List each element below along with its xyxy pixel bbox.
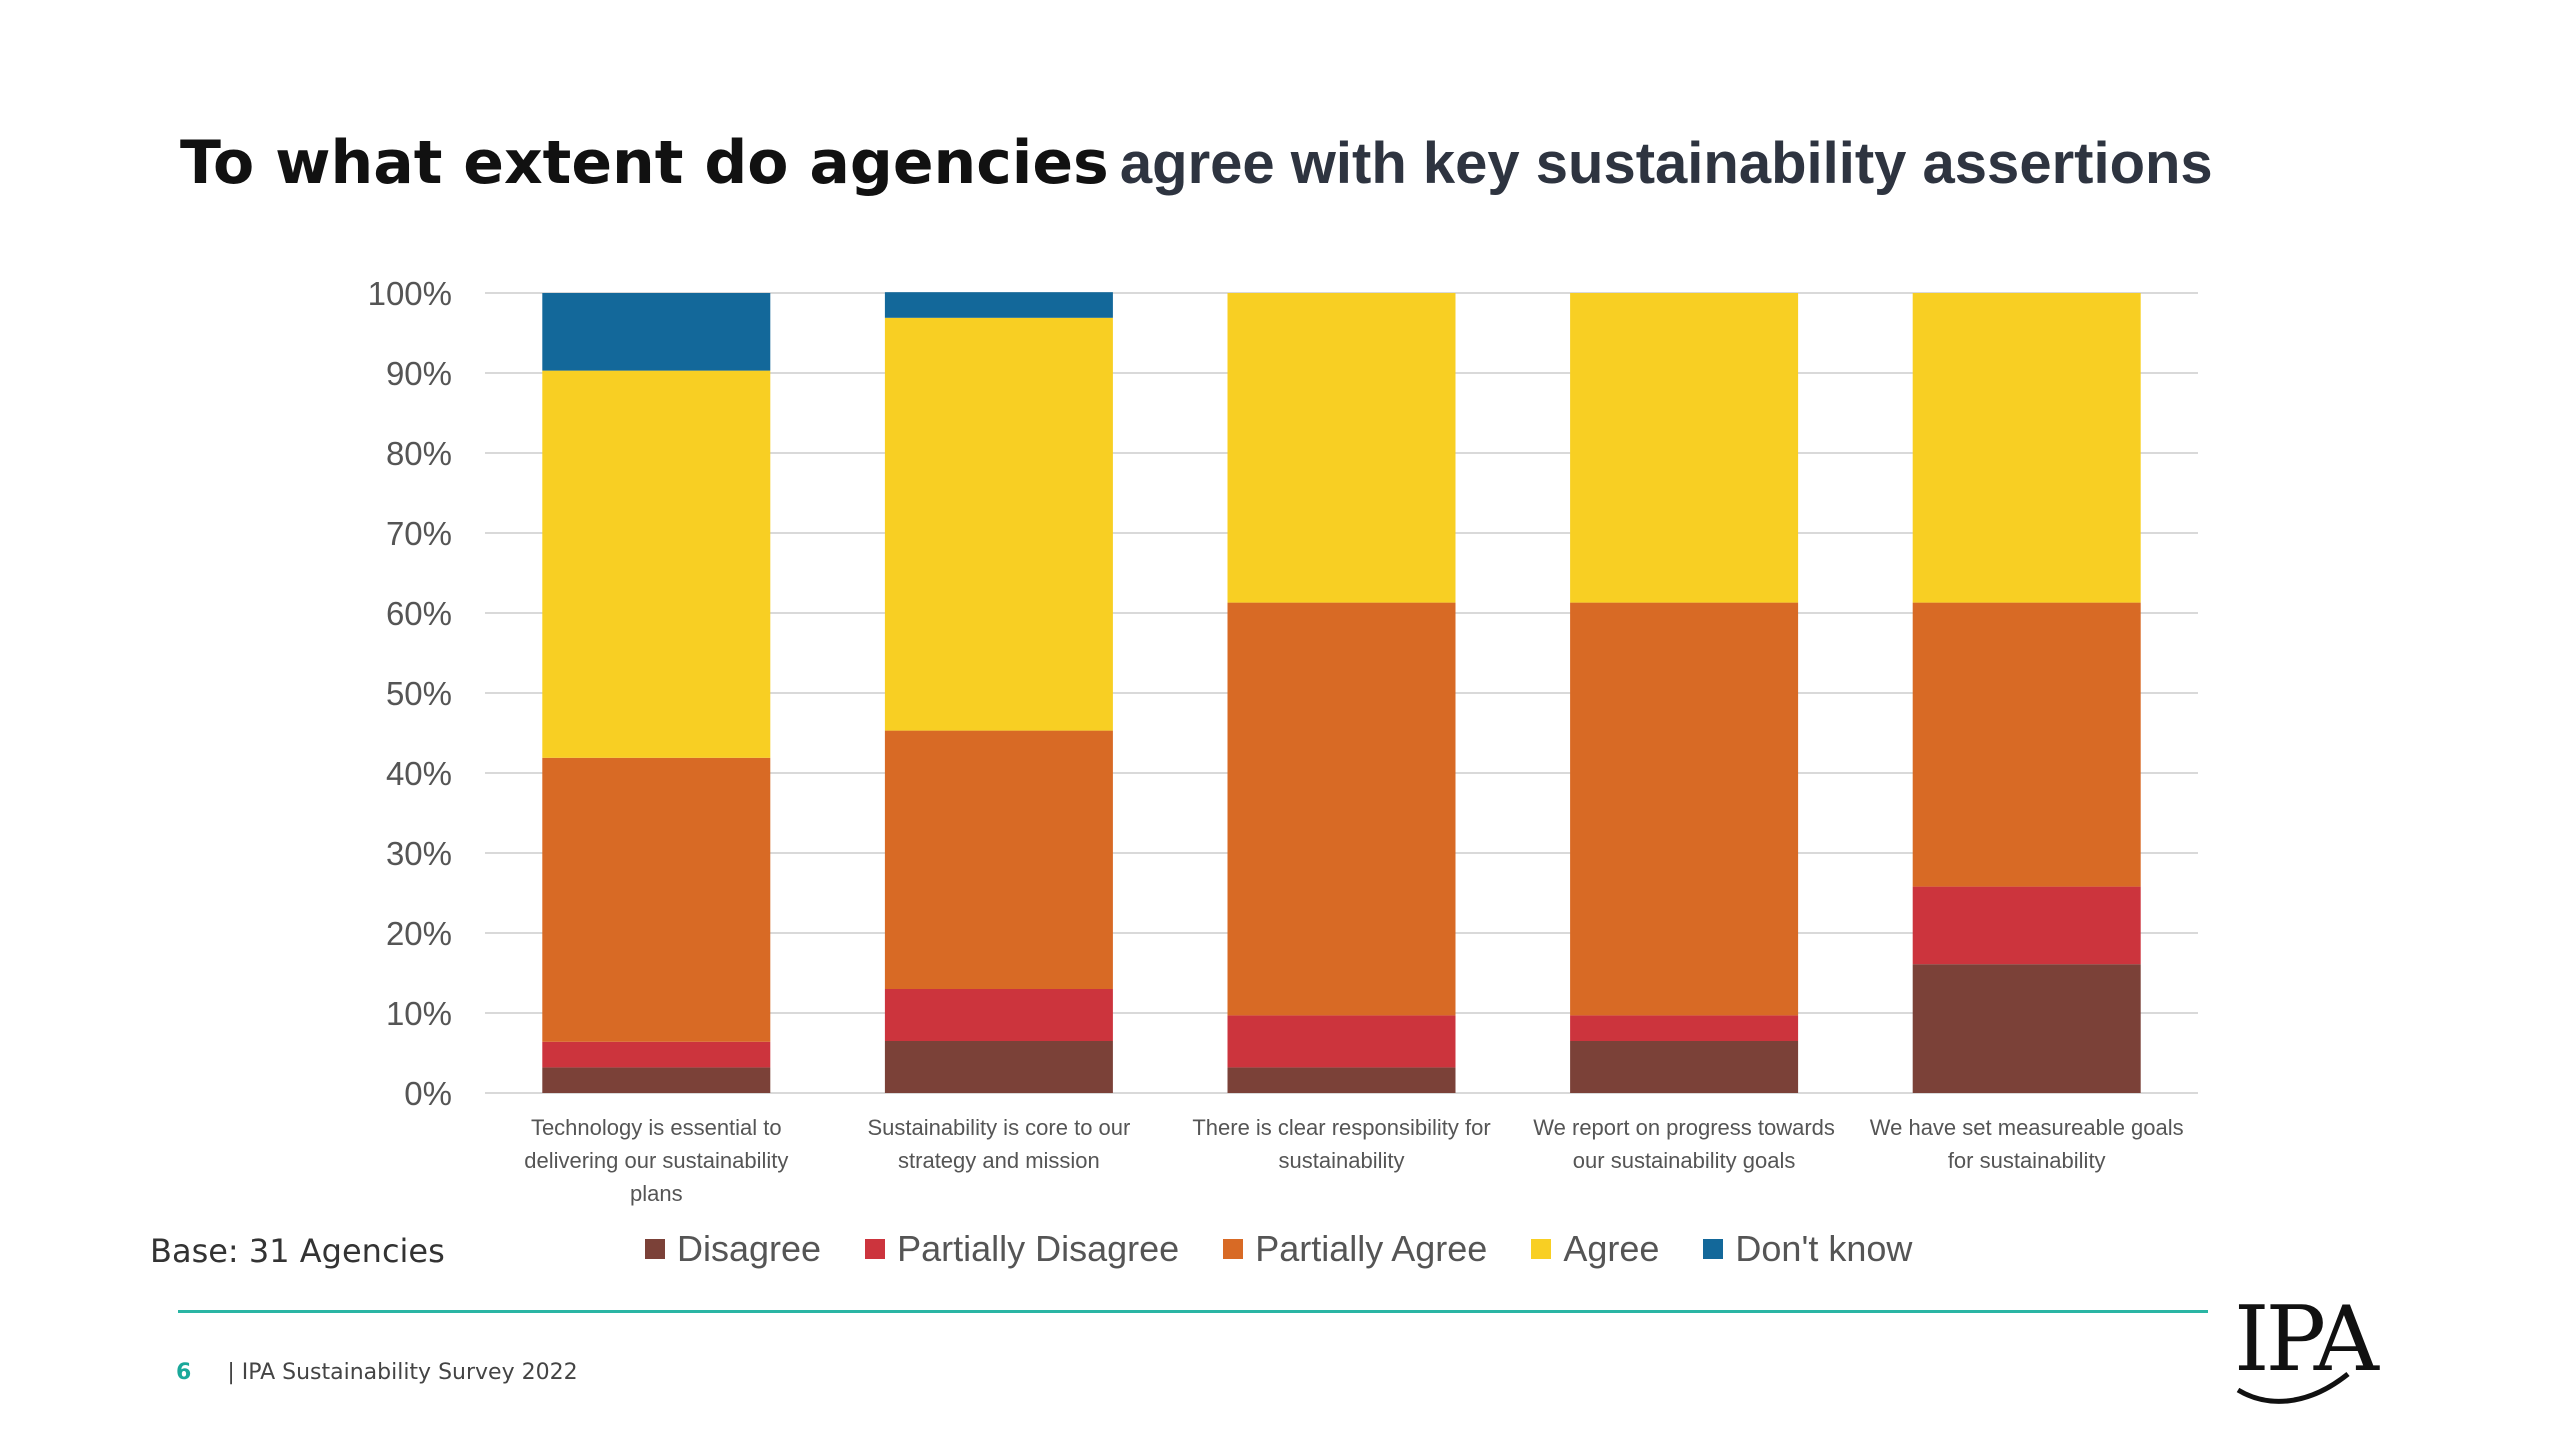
title-bold-part: To what extent do agencies [180, 128, 1109, 198]
legend-label: Partially Disagree [897, 1228, 1180, 1269]
legend-label: Disagree [677, 1228, 822, 1269]
bar-segment-don-t-know [542, 293, 771, 371]
bar-segment-agree [1912, 293, 2141, 603]
x-category-label: Sustainability is core to our strategy an… [867, 1115, 1130, 1173]
bar-segment-don-t-know [884, 292, 1113, 318]
legend-label: Agree [1563, 1228, 1660, 1269]
y-tick-label: 30% [386, 835, 452, 872]
footer-text: | IPA Sustainability Survey 2022 [227, 1360, 578, 1385]
bar-segment-disagree [542, 1067, 771, 1093]
bar-segment-disagree [1912, 964, 2141, 1093]
bars [542, 292, 2141, 1093]
bar-segment-partially-disagree [1227, 1015, 1456, 1068]
bar-segment-partially-agree [1227, 602, 1456, 1016]
y-tick-label: 100% [368, 275, 452, 312]
y-tick-label: 10% [386, 995, 452, 1032]
legend-item: Don't know [1703, 1228, 1912, 1270]
legend-label: Don't know [1735, 1228, 1913, 1269]
bar-segment-agree [1227, 293, 1456, 603]
x-category-label: We report on progress towards our sustain… [1533, 1115, 1835, 1173]
bar-segment-partially-agree [542, 757, 771, 1042]
y-tick-label: 0% [404, 1075, 452, 1112]
x-axis-categories: Technology is essential to delivering our… [524, 1115, 2183, 1206]
legend-swatch [1223, 1239, 1244, 1259]
legend-swatch [1703, 1239, 1724, 1259]
bar-segment-disagree [884, 1041, 1113, 1093]
bar-segment-partially-agree [1570, 602, 1799, 1016]
bar-segment-agree [542, 370, 771, 758]
bar-segment-agree [884, 317, 1113, 731]
footer: 6 | IPA Sustainability Survey 2022 [176, 1360, 578, 1385]
bar-segment-partially-disagree [542, 1041, 771, 1068]
bar-segment-partially-agree [1912, 602, 2141, 887]
base-note: Base: 31 Agencies [150, 1232, 445, 1270]
bar-segment-partially-disagree [1570, 1015, 1799, 1041]
y-axis-ticks: 0% 10% 20% 30% 40% 50% 60% 70% 80% 90% 100% [368, 275, 452, 1112]
legend-swatch [865, 1239, 886, 1259]
legend-label: Partially Agree [1255, 1228, 1488, 1269]
bar-segment-agree [1570, 293, 1799, 603]
legend-swatch [1531, 1239, 1552, 1259]
bar-segment-disagree [1227, 1067, 1456, 1093]
y-tick-label: 80% [386, 435, 452, 472]
legend-item: Agree [1531, 1228, 1659, 1270]
bar-segment-disagree [1570, 1041, 1799, 1093]
ipa-logo: IPA [2234, 1290, 2384, 1404]
x-category-label: There is clear responsibility for sustain… [1192, 1115, 1490, 1173]
title-rest-part: agree with key sustainability assertions [1119, 131, 2213, 196]
y-tick-label: 20% [386, 915, 452, 952]
logo-swoosh [2236, 1372, 2350, 1404]
x-category-label: We have set measureable goals for sustain… [1870, 1115, 2184, 1173]
y-tick-label: 40% [386, 755, 452, 792]
chart-legend: Disagree Partially Disagree Partially Agre… [645, 1228, 1912, 1270]
legend-item: Partially Disagree [865, 1228, 1179, 1270]
logo-text: IPA [2234, 1290, 2380, 1392]
page-number: 6 [176, 1360, 192, 1385]
y-tick-label: 70% [386, 515, 452, 552]
bar-segment-partially-agree [884, 730, 1113, 989]
page-title: To what extent do agencies agree with ke… [180, 130, 2213, 196]
y-tick-label: 60% [386, 595, 452, 632]
x-category-label: Technology is essential to delivering our… [524, 1115, 788, 1206]
y-tick-label: 50% [386, 675, 452, 712]
legend-item: Disagree [645, 1228, 821, 1270]
y-tick-label: 90% [386, 355, 452, 392]
bar-segment-partially-disagree [1912, 886, 2141, 965]
legend-item: Partially Agree [1223, 1228, 1487, 1270]
bar-segment-partially-disagree [884, 989, 1113, 1041]
legend-swatch [645, 1239, 665, 1259]
footer-divider [178, 1310, 2208, 1313]
